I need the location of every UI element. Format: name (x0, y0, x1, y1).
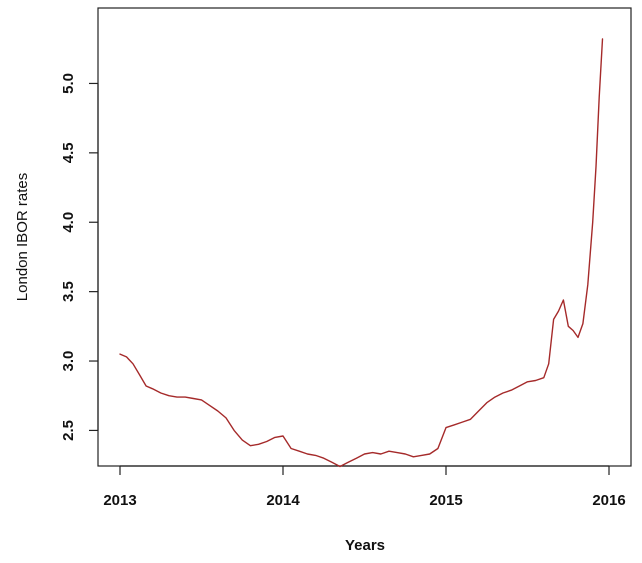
x-tick-label: 2016 (592, 492, 625, 509)
x-axis-title: Years (345, 537, 385, 554)
y-tick-label: 3.0 (60, 351, 77, 372)
x-axis: 2013 2014 2015 2016 (103, 465, 626, 509)
series-layer (119, 38, 604, 468)
x-tick-label: 2015 (429, 492, 462, 509)
y-tick-label: 3.5 (60, 281, 77, 302)
y-tick-label: 5.0 (60, 73, 77, 94)
y-tick-label: 2.5 (60, 420, 77, 441)
y-tick-label: 4.5 (60, 142, 77, 163)
series-line-0 (119, 38, 604, 468)
y-axis-title: London IBOR rates (14, 173, 31, 301)
x-tick-label: 2014 (266, 492, 300, 509)
y-tick-label: 4.0 (60, 212, 77, 233)
y-axis: 2.5 3.0 3.5 4.0 4.5 5.0 (60, 73, 99, 441)
x-tick-label: 2013 (103, 492, 136, 509)
